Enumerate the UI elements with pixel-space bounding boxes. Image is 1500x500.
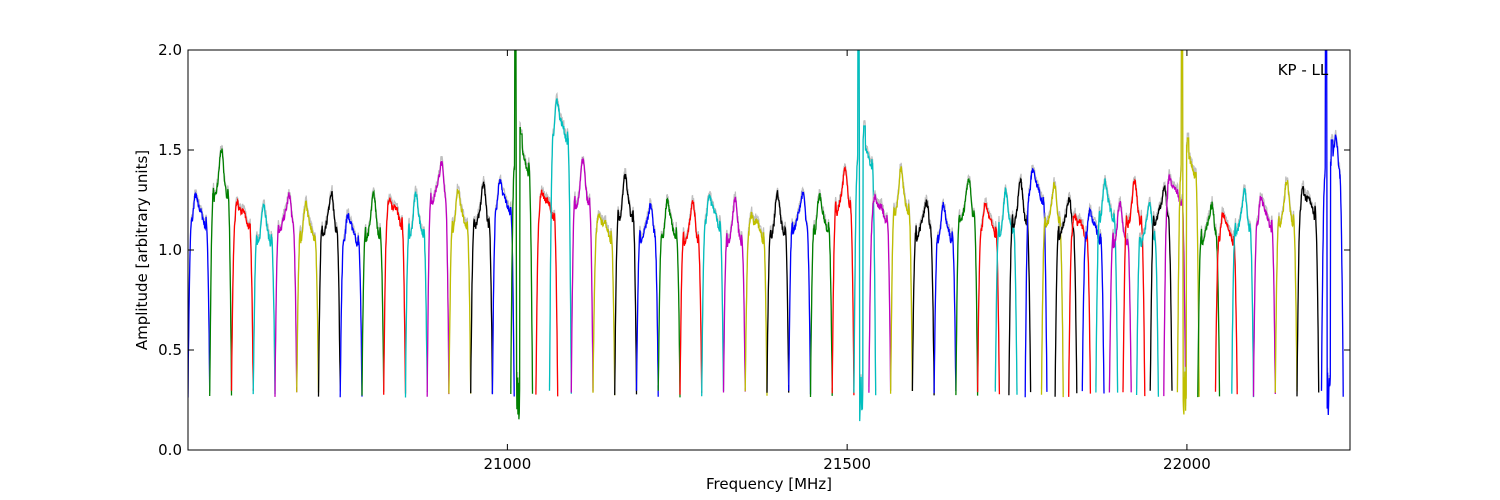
channel-trace-51: [1176, 50, 1200, 415]
channel-trace-45: [1095, 178, 1119, 393]
channel-trace-40: [1024, 167, 1048, 398]
channel-trace-41: [1040, 181, 1064, 398]
channel-trace-19: [592, 213, 616, 396]
channel-trace-16: [535, 189, 559, 397]
background-trace-3: [252, 198, 276, 391]
y-axis-label: Amplitude [arbitrary units]: [133, 150, 151, 350]
channel-trace-58: [1320, 50, 1344, 416]
channel-trace-32: [868, 193, 892, 393]
y-tick-label: 0.0: [158, 441, 182, 459]
background-trace-35: [933, 198, 957, 390]
channel-trace-7: [339, 213, 363, 398]
channel-trace-48: [1135, 202, 1160, 397]
channel-trace-4: [274, 192, 298, 397]
series-layer: [188, 50, 1344, 422]
channel-trace-50: [1163, 173, 1187, 397]
channel-trace-6: [317, 190, 341, 397]
channel-trace-22: [657, 197, 681, 398]
background-trace-24: [701, 190, 725, 392]
channel-trace-12: [448, 189, 472, 394]
channel-trace-55: [1252, 195, 1276, 397]
channel-trace-34: [911, 199, 935, 396]
channel-trace-42: [1054, 197, 1078, 397]
background-trace-27: [766, 187, 790, 389]
channel-trace-37: [976, 202, 1001, 395]
channel-trace-18: [570, 156, 594, 393]
channel-trace-53: [1214, 212, 1238, 395]
background-trace-33: [890, 162, 913, 390]
channel-trace-3: [252, 203, 276, 395]
channel-trace-36: [955, 178, 979, 396]
channel-trace-35: [933, 202, 957, 394]
channel-trace-11: [426, 160, 450, 397]
x-tick-label: 21000: [484, 455, 532, 473]
background-trace-12: [448, 183, 472, 392]
x-axis-label: Frequency [MHz]: [706, 475, 832, 493]
background-trace-53: [1214, 206, 1238, 389]
background-trace-7: [339, 208, 363, 392]
y-tick-label: 2.0: [158, 41, 182, 59]
channel-trace-49: [1149, 185, 1173, 391]
channel-trace-20: [614, 173, 638, 396]
background-trace-37: [977, 197, 1000, 391]
background-trace-1: [209, 144, 233, 394]
channel-trace-5: [296, 200, 320, 393]
channel-trace-0: [188, 191, 211, 398]
channel-trace-1: [209, 148, 233, 397]
channel-trace-2: [230, 197, 254, 391]
background-trace-49: [1149, 180, 1173, 388]
y-tick-label: 1.5: [158, 141, 182, 159]
background-trace-20: [614, 167, 638, 394]
channel-trace-57: [1296, 185, 1320, 397]
channel-trace-30: [831, 166, 855, 396]
background-trace-17: [548, 91, 572, 391]
y-tick-label: 0.5: [158, 341, 182, 359]
channel-trace-27: [766, 190, 790, 393]
channel-trace-52: [1197, 201, 1221, 398]
channel-trace-44: [1081, 206, 1105, 394]
channel-trace-9: [383, 197, 407, 395]
background-trace-14: [491, 174, 515, 392]
channel-trace-56: [1274, 180, 1298, 393]
background-trace-45: [1095, 174, 1119, 390]
channel-trace-47: [1122, 178, 1146, 397]
channel-trace-28: [788, 190, 812, 395]
background-trace-18: [570, 155, 594, 391]
background-trace-40: [1024, 164, 1048, 392]
channel-trace-31: [853, 50, 877, 422]
channel-trace-24: [701, 194, 725, 397]
axis-ticks: 21000 21500 22000 0.0 0.5 1.0 1.5 2.0: [158, 41, 1350, 473]
channel-trace-14: [491, 178, 515, 397]
channel-trace-54: [1231, 187, 1255, 398]
channel-trace-17: [548, 98, 572, 394]
background-trace-21: [635, 198, 659, 394]
channel-trace-33: [889, 166, 914, 394]
background-trace-0: [188, 189, 211, 394]
x-tick-label: 21500: [823, 455, 871, 473]
channel-trace-8: [361, 189, 385, 396]
channel-trace-25: [722, 196, 746, 393]
background-trace-47: [1122, 175, 1146, 392]
channel-trace-29: [809, 192, 833, 398]
channel-trace-46: [1108, 200, 1132, 393]
x-tick-label: 22000: [1163, 455, 1211, 473]
channel-trace-23: [679, 200, 703, 395]
channel-trace-10: [404, 191, 428, 398]
channel-trace-26: [744, 211, 768, 396]
background-trace-46: [1108, 196, 1132, 390]
chart-annotation: KP - LL: [1278, 61, 1329, 79]
background-trace-25: [722, 191, 746, 389]
channel-trace-21: [635, 202, 659, 397]
channel-trace-13: [470, 181, 494, 394]
channel-trace-15: [510, 50, 534, 420]
y-tick-label: 1.0: [158, 241, 182, 259]
background-trace-56: [1274, 176, 1298, 391]
